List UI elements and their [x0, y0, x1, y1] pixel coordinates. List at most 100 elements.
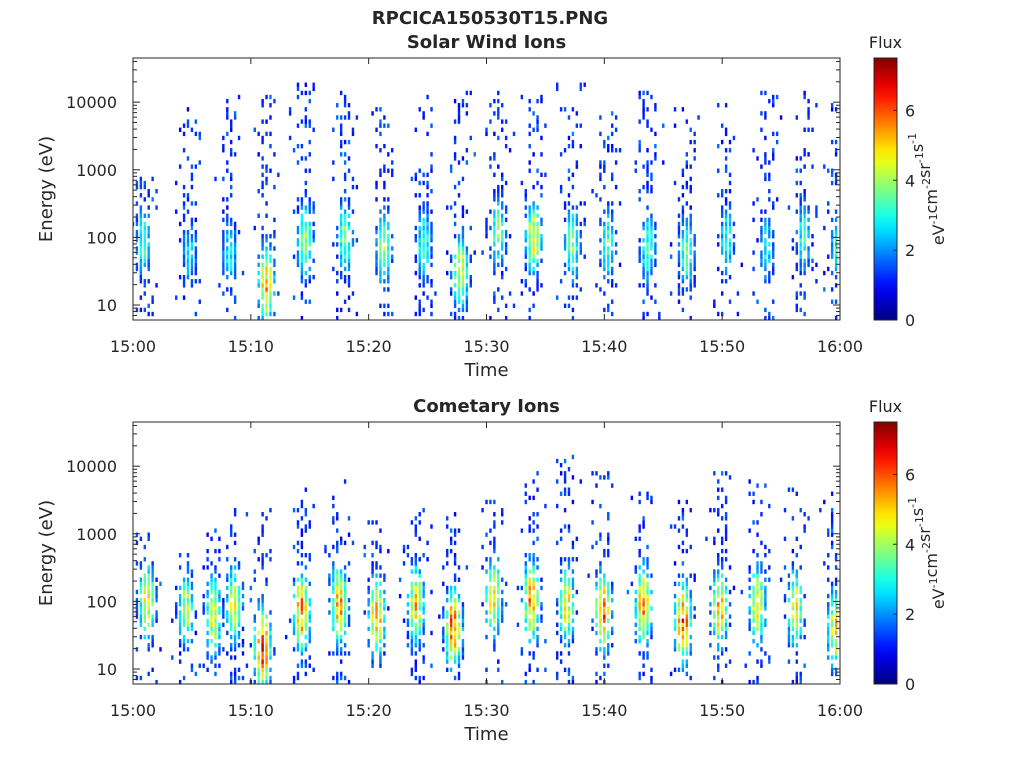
spectrogram-cell — [689, 283, 692, 288]
spectrogram-cell — [536, 279, 539, 284]
spectrogram-cell — [485, 499, 488, 505]
spectrogram-cell — [685, 626, 689, 632]
spectrogram-cell — [803, 512, 806, 517]
spectrogram-cell — [646, 262, 649, 268]
spectrogram-cell — [803, 225, 806, 231]
spectrogram-cell — [803, 152, 806, 157]
spectrogram-cell — [229, 606, 233, 611]
spectrogram-cell — [638, 536, 641, 542]
spectrogram-cell — [524, 213, 527, 218]
spectrogram-cell — [764, 598, 767, 603]
spectrogram-cell — [147, 536, 150, 542]
spectrogram-cell — [261, 561, 264, 566]
spectrogram-cell — [599, 585, 602, 591]
spectrogram-cell — [257, 671, 260, 677]
spectrogram-cell — [713, 589, 716, 595]
spectrogram-cell — [339, 143, 343, 149]
spectrogram-cell — [304, 565, 308, 570]
spectrogram-cell — [764, 585, 767, 591]
spectrogram-cell — [233, 557, 237, 562]
spectrogram-cell — [799, 610, 802, 615]
spectrogram-cell — [528, 262, 531, 268]
spectrogram-cell — [336, 610, 339, 615]
spectrogram-cell — [803, 634, 806, 640]
spectrogram-cell — [760, 512, 763, 517]
spectrogram-cell — [387, 123, 390, 128]
spectrogram-cell — [343, 229, 347, 235]
spectrogram-cell — [591, 626, 594, 632]
spectrogram-cell — [579, 234, 582, 239]
spectrogram-cell — [614, 148, 618, 153]
spectrogram-cell — [418, 217, 421, 223]
spectrogram-cell — [677, 630, 681, 636]
spectrogram-cell — [728, 250, 732, 255]
spectrogram-cell — [442, 647, 445, 652]
spectrogram-cell — [198, 663, 201, 668]
spectrogram-cell — [783, 507, 787, 513]
spectrogram-cell — [607, 643, 610, 648]
spectrogram-cell — [760, 499, 763, 505]
spectrogram-cell — [206, 606, 209, 611]
spectrogram-cell — [693, 573, 696, 578]
spectrogram-cell — [681, 258, 685, 263]
spectrogram-cell — [418, 246, 421, 251]
spectrogram-cell — [803, 246, 806, 251]
spectrogram-cell — [383, 123, 386, 128]
spectrogram-cell — [218, 557, 221, 562]
spectrogram-cell — [571, 675, 575, 681]
spectrogram-cell — [563, 217, 567, 223]
spectrogram-cell — [638, 614, 641, 619]
spectrogram-cell — [775, 139, 779, 145]
spectrogram-cell — [799, 266, 802, 272]
spectrogram-cell — [673, 626, 677, 632]
spectrogram-cell — [599, 217, 602, 223]
spectrogram-cell — [720, 626, 724, 632]
spectrogram-cell — [834, 139, 838, 145]
spectrogram-cell — [229, 176, 233, 182]
spectrogram-cell — [724, 266, 728, 272]
spectrogram-cell — [226, 618, 229, 623]
spectrogram-cell — [614, 115, 618, 120]
spectrogram-cell — [717, 630, 720, 636]
spectrogram-cell — [253, 618, 256, 623]
spectrogram-cell — [139, 238, 143, 243]
spectrogram-cell — [532, 213, 535, 218]
spectrogram-cell — [226, 205, 229, 210]
spectrogram-cell — [567, 614, 571, 619]
spectrogram-cell — [489, 569, 492, 574]
spectrogram-cell — [269, 655, 272, 660]
spectrogram-cell — [603, 139, 606, 145]
spectrogram-cell — [182, 602, 186, 607]
spectrogram-cell — [532, 291, 535, 296]
spectrogram-cell — [226, 577, 229, 582]
spectrogram-cell — [501, 229, 504, 235]
spectrogram-cell — [524, 626, 527, 632]
spectrogram-cell — [194, 266, 198, 272]
spectrogram-cell — [717, 168, 720, 173]
spectrogram-cell — [720, 593, 724, 599]
spectrogram-cell — [567, 618, 571, 623]
spectrogram-cell — [681, 250, 685, 255]
spectrogram-cell — [257, 279, 260, 284]
spectrogram-cell — [182, 622, 186, 627]
spectrogram-cell — [343, 189, 347, 194]
spectrogram-cell — [501, 512, 504, 517]
spectrogram-cell — [764, 160, 767, 165]
spectrogram-cell — [807, 98, 810, 104]
spectrogram-cell — [567, 258, 571, 263]
spectrogram-cell — [406, 553, 410, 558]
spectrogram-cell — [764, 606, 767, 611]
spectrogram-cell — [827, 266, 830, 272]
spectrogram-cell — [642, 610, 645, 615]
spectrogram-cell — [414, 675, 417, 681]
spectrogram-cell — [501, 258, 504, 263]
spectrogram-cell — [241, 675, 245, 681]
spectrogram-cell — [646, 119, 649, 124]
spectrogram-cell — [713, 622, 716, 627]
spectrogram-cell — [724, 630, 728, 636]
spectrogram-cell — [768, 270, 771, 276]
spectrogram-cell — [724, 622, 728, 627]
spectrogram-cell — [143, 606, 146, 611]
spectrogram-cell — [422, 507, 425, 513]
spectrogram-cell — [339, 634, 343, 640]
